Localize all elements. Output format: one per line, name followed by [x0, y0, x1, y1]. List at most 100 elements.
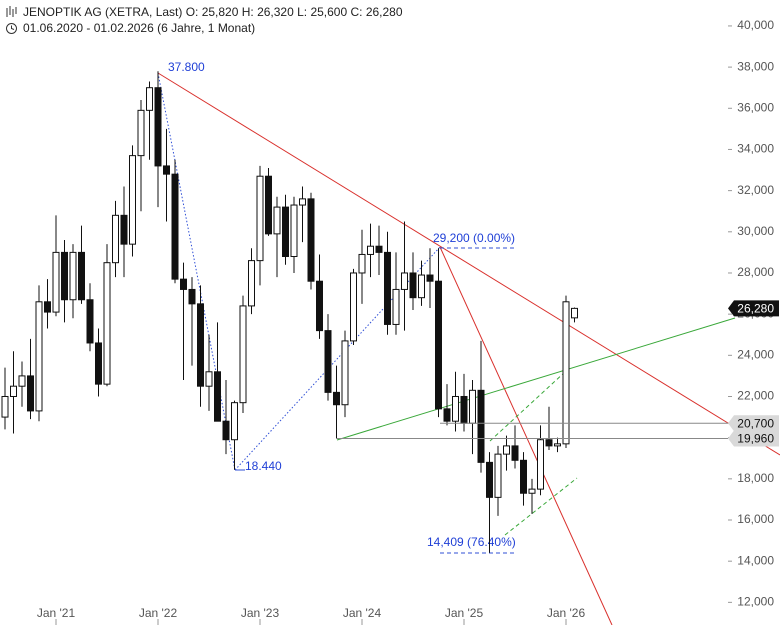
candle-body — [171, 173, 179, 280]
candle-body — [545, 439, 553, 447]
candle-body — [248, 260, 255, 307]
candle-body — [486, 461, 493, 498]
price-label: 19,960 — [737, 432, 774, 446]
y-tick-label: 30,000 — [737, 224, 774, 238]
candle-body — [205, 371, 213, 387]
candle-body — [35, 301, 43, 412]
candle-body — [384, 251, 391, 325]
y-tick-label: 12,000 — [737, 595, 774, 609]
candle-body — [316, 280, 323, 332]
candle-body — [511, 445, 519, 461]
header-icon — [6, 6, 17, 34]
candle-body — [120, 214, 128, 245]
candle-body — [477, 389, 485, 463]
candle-body — [520, 459, 527, 494]
y-tick-label: 16,000 — [737, 512, 774, 526]
y-tick-label: 32,000 — [737, 183, 774, 197]
candle-body — [273, 206, 281, 235]
candle-body — [214, 371, 221, 422]
x-tick-label: Jan '26 — [547, 606, 586, 620]
candle-body — [86, 299, 94, 344]
candle-body — [44, 301, 51, 313]
candle-body — [1, 395, 9, 418]
candle-body — [129, 155, 136, 245]
candle-body — [452, 395, 459, 422]
candle-body — [460, 395, 468, 424]
chart-subtitle: 01.06.2020 - 01.02.2026 (6 Jahre, 1 Mona… — [23, 21, 255, 35]
candle-body — [299, 198, 306, 206]
candle-body — [350, 272, 357, 342]
price-label: 26,280 — [737, 302, 774, 316]
price-badge — [728, 415, 779, 432]
candle-body — [418, 274, 425, 299]
candle-body — [528, 488, 536, 494]
candle-body — [333, 391, 340, 406]
candle-body — [146, 87, 153, 111]
candle-body — [180, 278, 187, 290]
y-tick-label: 24,000 — [737, 347, 774, 361]
candle-body — [562, 301, 570, 445]
candle-body — [69, 251, 77, 301]
candle-body — [282, 206, 289, 258]
price-badge — [728, 430, 779, 447]
candle-body — [324, 330, 332, 393]
candle-body — [426, 274, 434, 282]
candle-body — [61, 251, 68, 301]
x-tick-label: Jan '24 — [343, 606, 382, 620]
candle-body — [197, 303, 204, 387]
y-tick-label: 40,000 — [737, 18, 774, 32]
x-tick-label: Jan '22 — [139, 606, 178, 620]
candle-body — [188, 288, 196, 305]
x-tick-label: Jan '21 — [37, 606, 76, 620]
candle-body — [18, 375, 26, 387]
candle-body — [341, 340, 349, 406]
candle-body — [375, 245, 383, 253]
price-label: 20,700 — [737, 416, 774, 430]
candle-body — [103, 262, 111, 385]
candle-body — [239, 305, 247, 404]
candle-body — [154, 87, 162, 167]
candle-body — [469, 389, 476, 424]
candle-body — [358, 253, 366, 274]
candle-body — [95, 342, 102, 385]
candle-body — [78, 251, 85, 301]
candle-body — [367, 245, 374, 255]
candle-body — [503, 445, 510, 455]
chart-title: JENOPTIK AG (XETRA, Last) O: 25,820 H: 2… — [23, 5, 403, 19]
candle-body — [137, 109, 145, 157]
y-tick-label: 14,000 — [737, 553, 774, 567]
x-tick-label: Jan '23 — [241, 606, 280, 620]
candle-body — [52, 251, 60, 313]
candle-body — [112, 214, 119, 264]
candle-body — [537, 439, 544, 490]
candle-body — [494, 453, 502, 498]
candle-body — [443, 408, 451, 422]
candle-body — [10, 385, 17, 397]
annotation: 18.440 — [245, 459, 282, 473]
price-badge — [728, 300, 779, 317]
candle-body — [231, 402, 238, 441]
candle-body — [256, 175, 264, 262]
annotation: 29,200 (0.00%) — [433, 231, 515, 245]
candle-body — [27, 375, 34, 412]
annotation: 37.800 — [168, 60, 205, 74]
y-tick-label: 22,000 — [737, 389, 774, 403]
candle-body — [571, 307, 578, 319]
annotation: 14,409 (76.40%) — [427, 535, 516, 549]
candle-body — [307, 198, 315, 282]
candle-body — [392, 288, 400, 325]
y-tick-label: 28,000 — [737, 265, 774, 279]
x-tick-label: Jan '25 — [445, 606, 484, 620]
y-tick-label: 38,000 — [737, 59, 774, 73]
y-tick-label: 34,000 — [737, 142, 774, 156]
candle-body — [435, 280, 442, 410]
y-tick-label: 36,000 — [737, 100, 774, 114]
y-tick-label: 18,000 — [737, 471, 774, 485]
candle-body — [290, 204, 298, 258]
candle-body — [554, 443, 561, 447]
candle-body — [401, 272, 408, 290]
candle-body — [409, 272, 417, 299]
candle-body — [222, 420, 230, 441]
